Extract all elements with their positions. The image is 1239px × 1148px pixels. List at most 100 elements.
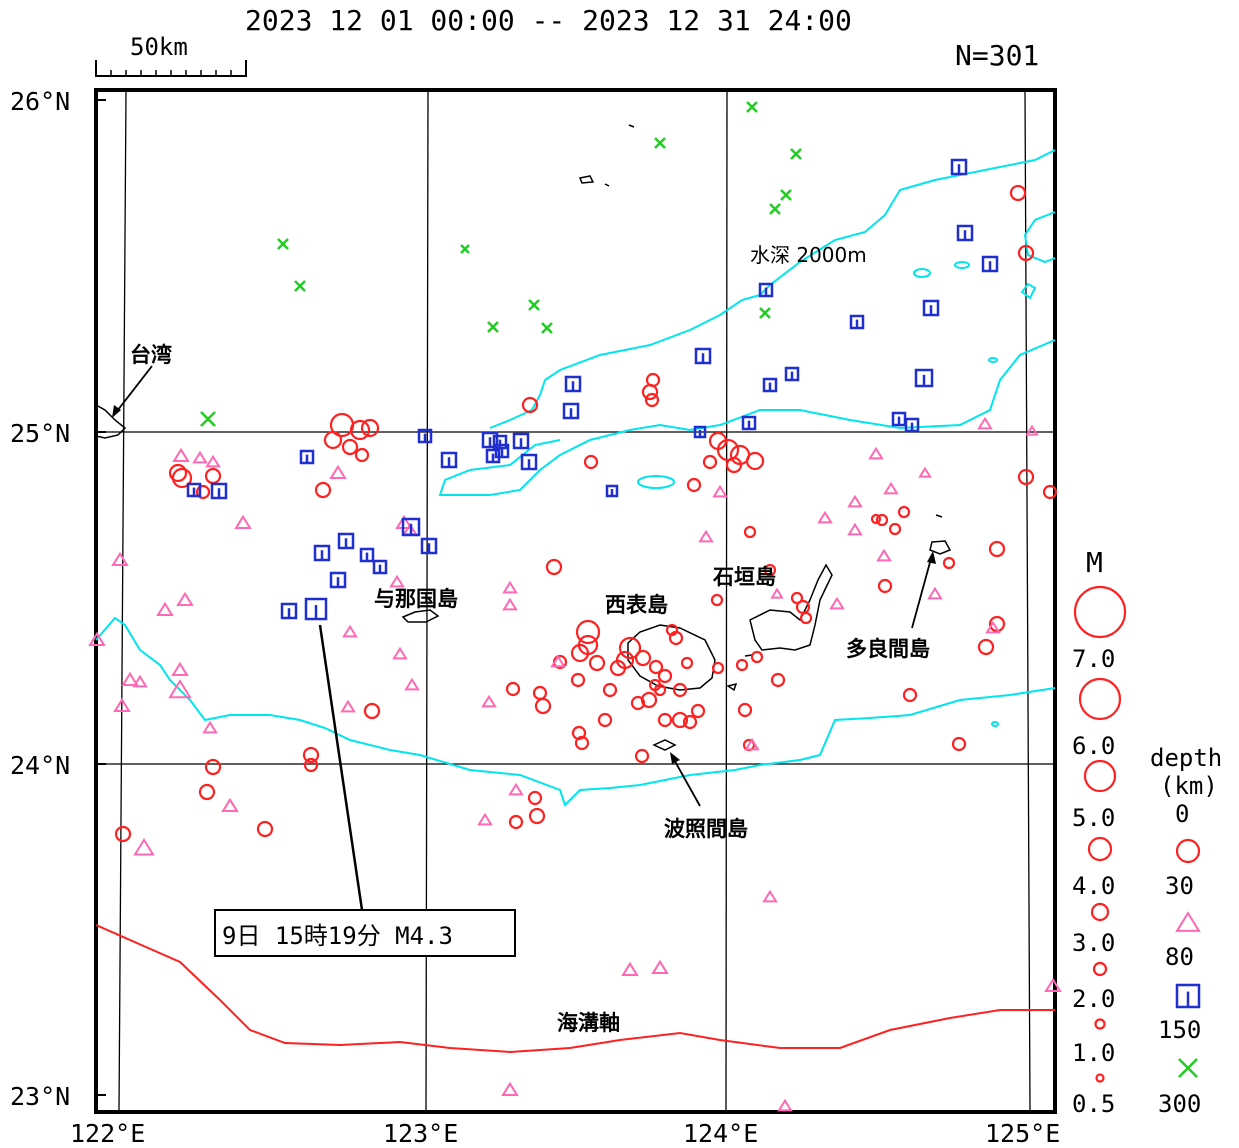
legend-depth-label: 80 xyxy=(1165,943,1194,971)
label-ishigaki: 石垣島 xyxy=(712,565,776,589)
event-shallow xyxy=(634,649,652,667)
event-intermediate-30-80 xyxy=(847,522,863,536)
event-shallow xyxy=(672,682,688,698)
event-shallow xyxy=(630,695,646,711)
legend-magnitude-circle xyxy=(1094,1018,1106,1030)
event-shallow xyxy=(618,636,642,660)
event-shallow xyxy=(597,712,613,728)
event-shallow xyxy=(951,736,967,752)
event-intermediate-30-80 xyxy=(202,720,218,734)
event-shallow xyxy=(1017,244,1035,262)
event-intermediate-30-80 xyxy=(770,587,784,599)
event-shallow xyxy=(575,619,601,645)
event-intermediate-30-80 xyxy=(192,450,208,464)
event-shallow xyxy=(870,513,882,525)
events-layer xyxy=(88,101,1062,1112)
event-shallow xyxy=(204,758,222,776)
lon-label-124: 124°E xyxy=(683,1119,758,1148)
event-shallow xyxy=(195,484,211,500)
scale-bar: 50km xyxy=(95,33,247,77)
event-intermediate-30-80 xyxy=(847,494,863,508)
event-very-deep-150-300 xyxy=(790,148,802,160)
coastlines xyxy=(95,124,952,751)
label-hateruma: 波照間島 xyxy=(664,817,748,841)
event-shallow xyxy=(570,643,590,663)
event-shallow xyxy=(204,467,222,485)
event-intermediate-30-80 xyxy=(171,661,189,677)
lat-label-26: 26°N xyxy=(10,87,70,116)
event-shallow xyxy=(1042,484,1058,500)
event-intermediate-30-80 xyxy=(876,548,892,562)
event-intermediate-30-80 xyxy=(477,812,493,826)
event-shallow xyxy=(168,463,188,483)
callout-leader xyxy=(318,624,364,911)
event-intermediate-30-80 xyxy=(1044,977,1062,993)
event-shallow xyxy=(750,650,764,664)
event-intermediate-30-80 xyxy=(133,837,155,856)
event-intermediate-30-80 xyxy=(404,677,420,691)
event-intermediate-30-80 xyxy=(985,620,1001,634)
event-shallow xyxy=(686,477,702,493)
event-intermediate-30-80 xyxy=(502,580,518,594)
lat-label-24: 24°N xyxy=(10,751,70,780)
event-very-deep-150-300 xyxy=(487,321,499,333)
event-shallow xyxy=(505,681,521,697)
event-intermediate-30-80 xyxy=(113,697,131,713)
event-shallow xyxy=(897,505,911,519)
event-intermediate-30-80 xyxy=(502,597,518,611)
event-shallow xyxy=(634,748,650,764)
event-shallow xyxy=(710,593,724,607)
event-intermediate-30-80 xyxy=(132,674,148,688)
event-shallow xyxy=(725,456,743,474)
event-intermediate-30-80 xyxy=(88,631,106,647)
legend-depth-label: 30 xyxy=(1165,872,1194,900)
callout-text: 9日 15時19分 M4.3 xyxy=(222,922,453,950)
event-intermediate-30-80 xyxy=(342,624,358,638)
event-shallow xyxy=(711,661,725,675)
arrow-tarama xyxy=(911,554,933,629)
event-shallow xyxy=(354,447,370,463)
lat-label-23: 23°N xyxy=(10,1082,70,1111)
event-very-deep-150-300 xyxy=(200,411,216,427)
event-shallow xyxy=(702,454,718,470)
event-shallow xyxy=(942,556,956,570)
event-intermediate-30-80 xyxy=(1025,424,1039,436)
legend-magnitude-circle xyxy=(1095,1073,1105,1083)
event-shallow xyxy=(302,746,320,764)
event-shallow xyxy=(877,578,893,594)
event-shallow xyxy=(644,392,660,408)
event-intermediate-30-80 xyxy=(234,514,252,530)
event-intermediate-30-80 xyxy=(651,959,669,975)
event-shallow xyxy=(508,814,524,830)
event-shallow xyxy=(363,702,381,720)
event-shallow xyxy=(737,702,753,718)
event-intermediate-30-80 xyxy=(918,466,932,478)
event-very-deep-150-300 xyxy=(294,280,306,292)
event-shallow xyxy=(198,783,216,801)
event-shallow xyxy=(743,525,757,539)
event-shallow xyxy=(528,807,546,825)
map-frame xyxy=(94,88,1057,1114)
event-very-deep-150-300 xyxy=(780,189,792,201)
event-shallow xyxy=(574,735,590,751)
legend: M 7.0 6.0 5.0 4.0 3.0 2.0 1.0 0.5 depth (km) 0 3… xyxy=(1072,546,1222,1118)
event-shallow xyxy=(256,820,274,838)
event-intermediate-30-80 xyxy=(156,601,174,617)
label-yonaguni: 与那国島 xyxy=(374,587,458,611)
legend-magnitude-circle xyxy=(1083,759,1117,793)
event-shallow xyxy=(527,790,543,806)
event-shallow xyxy=(745,451,765,471)
event-very-deep-150-300 xyxy=(759,307,771,319)
event-intermediate-30-80 xyxy=(176,591,194,607)
event-intermediate-30-80 xyxy=(762,889,778,903)
event-shallow xyxy=(799,611,813,625)
event-intermediate-30-80 xyxy=(777,1098,793,1112)
event-shallow xyxy=(648,678,662,692)
event-shallow xyxy=(171,467,193,489)
legend-magnitude-circle xyxy=(1073,585,1127,639)
legend-magnitude-label: 7.0 xyxy=(1072,645,1115,673)
legend-magnitude-label: 3.0 xyxy=(1072,929,1115,957)
event-intermediate-30-80 xyxy=(481,694,497,708)
event-shallow xyxy=(349,419,371,441)
event-intermediate-30-80 xyxy=(121,671,139,687)
